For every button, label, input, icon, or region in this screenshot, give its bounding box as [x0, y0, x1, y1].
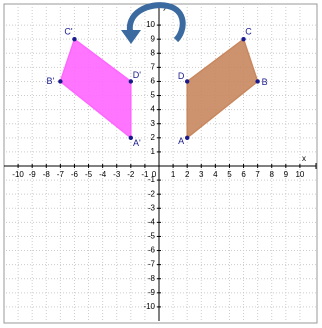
- x-axis-label: x: [302, 154, 306, 163]
- y-tick-label: 1: [151, 147, 156, 156]
- y-tick-label: 6: [151, 77, 156, 86]
- y-tick-label: -7: [148, 260, 156, 269]
- vertex: [72, 36, 77, 42]
- x-tick-label: 8: [270, 170, 275, 179]
- x-tick-label: -4: [99, 170, 107, 179]
- y-tick-label: -1: [148, 175, 156, 184]
- y-tick-label: 3: [151, 119, 156, 128]
- x-tick-label: -5: [85, 170, 93, 179]
- vertex: [184, 79, 190, 84]
- x-tick-label: 2: [185, 170, 190, 179]
- x-tick-label: 1: [171, 170, 176, 179]
- y-tick-label: -9: [148, 288, 156, 297]
- y-tick-label: -4: [148, 217, 156, 226]
- x-tick-label: -7: [57, 170, 65, 179]
- vertex: [255, 79, 260, 84]
- x-tick-label: -2: [127, 170, 135, 179]
- vertex-label: D: [178, 71, 185, 81]
- x-tick-label: 7: [255, 170, 260, 179]
- y-tick-label: -5: [148, 232, 156, 241]
- y-tick-label: 8: [151, 48, 156, 57]
- vertex-label: A': [133, 138, 141, 148]
- y-tick-label: 9: [151, 34, 156, 43]
- x-tick-label: 0: [152, 170, 157, 179]
- x-tick-label: -6: [71, 170, 79, 179]
- vertex: [128, 135, 134, 141]
- x-tick-label: 10: [295, 170, 304, 179]
- x-tick-label: -8: [43, 170, 51, 179]
- rotate-arrow: [126, 2, 186, 43]
- y-tick-label: 2: [151, 133, 156, 142]
- axes: -10 -9 -8 -7 -6 -5 -4 -3 -2 -1 0 1 2 3 4 5 6 7 8 9 10-10-9-8…: [4, 2, 317, 321]
- x-tick-label: 3: [199, 170, 204, 179]
- x-tick-label: 5: [227, 170, 232, 179]
- x-tick-label: 4: [213, 170, 218, 179]
- frame: [3, 3, 318, 324]
- y-tick-label: 7: [151, 62, 156, 71]
- y-tick-label: 5: [151, 91, 156, 100]
- y-tick-label: 10: [146, 20, 155, 29]
- x-tick-label: -9: [29, 170, 37, 179]
- vertex-label: D': [133, 70, 141, 80]
- x-tick-label: -1: [141, 170, 149, 179]
- vertex-label: A: [178, 136, 184, 146]
- vertex-label: C: [245, 27, 252, 37]
- x-tick-label: 9: [284, 170, 289, 179]
- y-tick-label: -10: [143, 302, 155, 311]
- rotate-arrow-head: [121, 30, 141, 44]
- vertex: [58, 79, 63, 84]
- vertex-label: B': [46, 76, 54, 86]
- vertex: [184, 135, 190, 141]
- vertex: [241, 36, 246, 42]
- vertex: [128, 79, 134, 84]
- vertex-label: B: [262, 77, 268, 87]
- x-tick-label: -10: [12, 170, 24, 179]
- y-tick-label: -6: [148, 246, 156, 255]
- y-tick-label: 4: [151, 105, 156, 114]
- y-tick-label: -8: [148, 274, 156, 283]
- y-tick-label: -2: [148, 189, 156, 198]
- vertex-label: C': [64, 27, 72, 37]
- shapes: A' B' C' D' A B C D: [46, 27, 267, 149]
- x-tick-label: 6: [241, 170, 246, 179]
- y-tick-label: -3: [148, 203, 156, 212]
- x-tick-label: -3: [113, 170, 121, 179]
